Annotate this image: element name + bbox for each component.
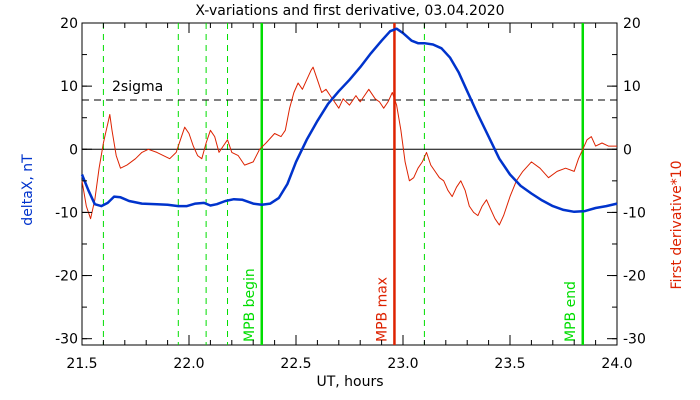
marker-label: MPB end — [563, 281, 579, 342]
mpb-markers: MPB begin MPB max MPB end — [242, 23, 585, 345]
marker-label: MPB max — [374, 277, 390, 342]
left-tick-label: 10 — [60, 79, 78, 95]
right-tick-label: -20 — [623, 269, 646, 285]
data-series — [80, 27, 618, 226]
right-tick-label: -10 — [623, 205, 646, 221]
right-y-axis-label: First derivative*10 — [669, 160, 685, 289]
right-y-axis: 20 10 0 -10 -20 -30 — [607, 16, 646, 348]
chart-title: X-variations and first derivative, 03.04… — [195, 3, 504, 19]
left-tick-label: 20 — [60, 16, 78, 32]
right-tick-label: 10 — [623, 79, 641, 95]
derivative-series-line — [81, 66, 617, 226]
marker-label: MPB begin — [242, 268, 258, 342]
x-tick-label: 23.0 — [387, 356, 418, 372]
reference-lines — [82, 99, 617, 150]
left-y-axis: 20 10 0 -10 -20 -30 — [55, 16, 92, 348]
x-tick-label: 22.0 — [173, 356, 204, 372]
left-tick-label: -10 — [55, 205, 78, 221]
sigma-label: 2sigma — [112, 79, 163, 95]
x-tick-label: 22.5 — [280, 356, 311, 372]
dashed-vlines — [102, 23, 425, 345]
left-y-axis-label: deltaX, nT — [20, 154, 36, 226]
right-tick-label: 20 — [623, 16, 641, 32]
left-tick-label: 0 — [69, 142, 78, 158]
x-tick-label: 21.5 — [66, 356, 97, 372]
x-tick-label: 24.0 — [601, 356, 632, 372]
x-tick-label: 23.5 — [494, 356, 525, 372]
left-tick-label: -20 — [55, 269, 78, 285]
deltax-series-line — [80, 27, 618, 214]
x-axis-label: UT, hours — [316, 374, 383, 390]
plot-frame — [81, 22, 618, 346]
x-axis: 21.5 22.0 22.5 23.0 23.5 24.0 — [66, 23, 633, 372]
right-tick-label: 0 — [623, 142, 632, 158]
left-tick-label: -30 — [55, 332, 78, 348]
right-tick-label: -30 — [623, 332, 646, 348]
